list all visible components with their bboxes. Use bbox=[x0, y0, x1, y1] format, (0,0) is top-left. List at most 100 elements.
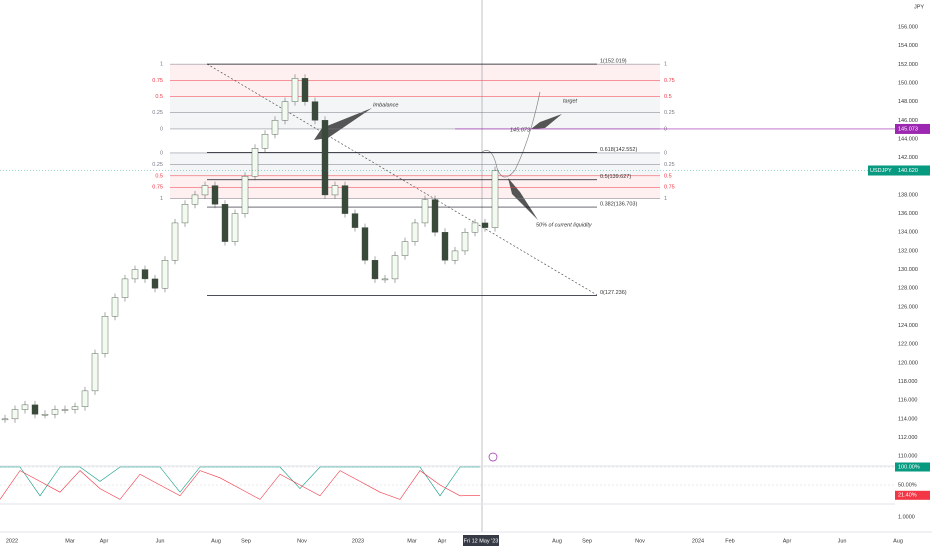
arrow bbox=[314, 108, 372, 140]
osc-tick-label: 50.00% bbox=[898, 482, 917, 488]
candle bbox=[201, 185, 209, 196]
time-label: Aug bbox=[211, 538, 221, 544]
price-tick-label: 132.000 bbox=[898, 248, 918, 254]
retracement-label: 0(127.236) bbox=[600, 290, 627, 296]
time-label: 2024 bbox=[692, 538, 704, 544]
candle bbox=[451, 250, 459, 261]
arrow bbox=[531, 114, 562, 129]
candle bbox=[61, 409, 69, 411]
osc-line bbox=[0, 466, 480, 497]
candle bbox=[421, 199, 429, 224]
fib-level-label: 1 bbox=[664, 62, 667, 68]
candle bbox=[261, 134, 269, 149]
candle bbox=[91, 353, 99, 392]
candle bbox=[141, 269, 149, 280]
price-tick-label: 152.000 bbox=[898, 62, 918, 68]
fib-band bbox=[170, 175, 660, 188]
fib-level-label: 0.75 bbox=[664, 78, 675, 84]
osc-last-box bbox=[895, 462, 930, 472]
candle bbox=[171, 222, 179, 261]
candle bbox=[221, 204, 229, 242]
retracement-label: 0.618(142.552) bbox=[600, 147, 637, 153]
osc-last-label: 21.40% bbox=[898, 493, 917, 499]
candle bbox=[331, 185, 339, 196]
fib-level-label: 0.75 bbox=[152, 185, 163, 191]
candle bbox=[491, 170, 499, 228]
osc-last-label: 100.00% bbox=[898, 464, 920, 470]
candle bbox=[231, 213, 239, 242]
price-tick-label: 122.000 bbox=[898, 342, 918, 348]
candle bbox=[381, 278, 389, 281]
candle bbox=[111, 297, 119, 317]
time-label: Jun bbox=[838, 538, 847, 544]
fib-level-label: 0.75 bbox=[152, 78, 163, 84]
candle bbox=[431, 199, 439, 233]
fib-level-label: 0.5 bbox=[664, 173, 672, 179]
candle bbox=[101, 316, 109, 354]
price-tick-label: 144.000 bbox=[898, 136, 918, 142]
fib-level-label: 0 bbox=[160, 150, 163, 156]
time-label: Apr bbox=[438, 538, 447, 544]
retracement-label: 1(152.019) bbox=[600, 59, 627, 65]
time-label: 2022 bbox=[6, 538, 18, 544]
last-price-label: 140.620 bbox=[898, 168, 918, 174]
fib-level-label: 0.25 bbox=[152, 162, 163, 168]
price-tick-label: 138.000 bbox=[898, 192, 918, 198]
fib-level-label: 0.5 bbox=[664, 94, 672, 100]
candle bbox=[11, 409, 19, 420]
price-tick-label: 120.000 bbox=[898, 360, 918, 366]
candle bbox=[31, 404, 39, 415]
fib-level-label: 0.5 bbox=[155, 173, 163, 179]
candle bbox=[401, 241, 409, 256]
time-label: Fri 12 May '23 bbox=[464, 538, 499, 544]
fib-band bbox=[170, 80, 660, 97]
price-tick-label: 128.000 bbox=[898, 286, 918, 292]
price-tick-label: 154.000 bbox=[898, 43, 918, 49]
annotation: 145.073 bbox=[510, 127, 531, 133]
candle bbox=[71, 406, 79, 410]
candle bbox=[411, 222, 419, 242]
osc-line bbox=[0, 470, 481, 500]
candle bbox=[291, 78, 299, 102]
candle bbox=[121, 278, 129, 298]
price-tick-label: 114.000 bbox=[898, 416, 917, 422]
time-label: Mar bbox=[407, 538, 417, 544]
candle bbox=[81, 390, 89, 407]
candle bbox=[471, 222, 479, 233]
price-tick-label: 146.000 bbox=[898, 118, 918, 124]
candle bbox=[211, 185, 219, 205]
candle bbox=[441, 232, 449, 261]
fib-band bbox=[170, 187, 660, 199]
fib-level-label: 1 bbox=[664, 196, 667, 202]
fib-level-label: 0 bbox=[664, 126, 667, 132]
fib-level-label: 1 bbox=[160, 196, 163, 202]
price-tick-label: 148.000 bbox=[898, 99, 918, 105]
time-label: Aug bbox=[893, 538, 903, 544]
price-tick-label: 130.000 bbox=[898, 267, 918, 273]
indicator-icon bbox=[488, 452, 498, 462]
candle bbox=[251, 148, 259, 177]
time-label: Nov bbox=[297, 538, 307, 544]
osc-scale: 1.0000 bbox=[898, 514, 915, 520]
fib-band bbox=[170, 112, 660, 129]
projection-curve bbox=[481, 91, 541, 178]
last-price-box bbox=[895, 165, 930, 176]
candle bbox=[371, 260, 379, 280]
annotation: target bbox=[563, 98, 578, 104]
candle bbox=[311, 101, 319, 121]
fib-level-label: 0 bbox=[160, 126, 163, 132]
candle bbox=[361, 227, 369, 261]
fib-level-label: 0.5 bbox=[155, 94, 163, 100]
price-tick-label: 116.000 bbox=[898, 398, 917, 404]
price-tick-label: 112.000 bbox=[898, 435, 917, 441]
candle bbox=[131, 269, 139, 280]
candle bbox=[41, 413, 49, 416]
price-tick-label: 156.000 bbox=[898, 24, 918, 30]
candle bbox=[191, 194, 199, 205]
fib-band bbox=[170, 164, 660, 176]
candle bbox=[241, 176, 249, 214]
candle bbox=[351, 213, 359, 228]
fib-level-label: 0.75 bbox=[664, 185, 675, 191]
